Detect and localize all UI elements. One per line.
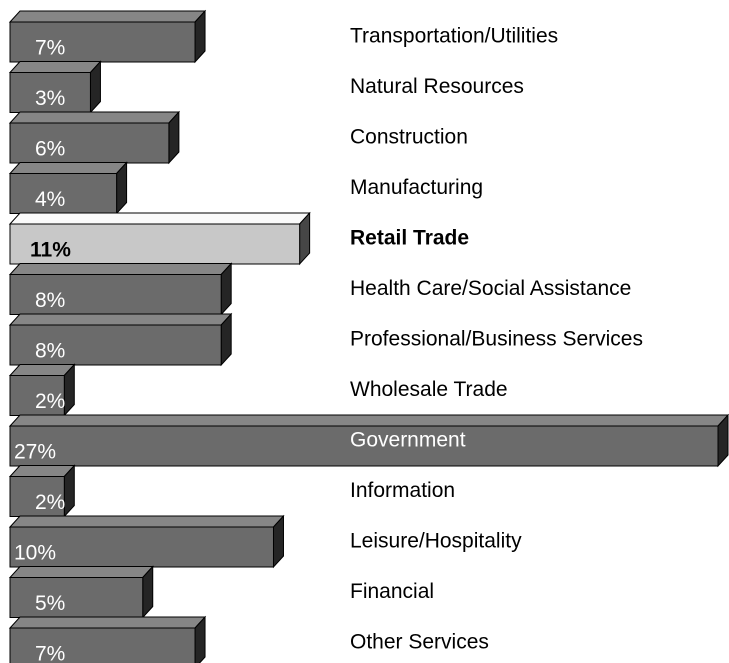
bar (8, 565, 154, 619)
value-label: 8% (35, 289, 65, 312)
value-label: 5% (35, 592, 65, 615)
value-label: 2% (35, 491, 65, 514)
bar (8, 514, 285, 569)
value-label: 2% (35, 390, 65, 413)
value-label: 4% (35, 188, 65, 211)
bar-top (8, 414, 729, 427)
category-label: Government (350, 429, 466, 452)
bar-front (9, 577, 144, 618)
bar (8, 211, 311, 266)
bar-top (8, 111, 181, 124)
bar-front (9, 526, 274, 568)
bar-top (8, 465, 76, 477)
bar (8, 9, 207, 64)
category-label: Financial (350, 580, 434, 603)
category-label: Information (350, 479, 455, 502)
bar-front (9, 223, 301, 265)
category-label: Manufacturing (350, 176, 483, 199)
bar (8, 615, 207, 663)
value-label: 10% (14, 542, 56, 565)
value-label: 6% (35, 138, 65, 161)
bar-top (8, 313, 233, 326)
bar-top (8, 61, 102, 73)
category-label: Construction (350, 126, 468, 149)
category-label: Professional/Business Services (350, 328, 643, 351)
bar-top (8, 566, 154, 578)
bar-top (8, 263, 233, 275)
category-label: Leisure/Hospitality (350, 530, 522, 553)
category-label: Natural Resources (350, 75, 524, 98)
bar-top (8, 10, 207, 23)
bar-top (8, 212, 311, 225)
bar (8, 363, 76, 417)
value-label: 11% (30, 239, 71, 262)
bar-front (9, 21, 196, 63)
bar (8, 60, 102, 114)
value-label: 8% (35, 340, 65, 363)
value-label: 7% (35, 37, 65, 60)
bar (8, 312, 233, 367)
bar-top (8, 515, 285, 528)
category-label: Health Care/Social Assistance (350, 277, 631, 300)
bar-top (8, 162, 128, 174)
category-label: Other Services (350, 631, 489, 654)
bar (8, 413, 729, 468)
value-label: 3% (35, 87, 65, 110)
bar-top (8, 364, 76, 376)
value-label: 7% (35, 643, 65, 663)
category-label: Transportation/Utilities (350, 25, 558, 48)
bar-front (9, 122, 170, 164)
bar-front (9, 425, 719, 467)
bar-top (8, 616, 207, 629)
bar (8, 161, 128, 215)
value-label: 27% (14, 441, 56, 464)
bar-front (9, 627, 196, 663)
bar (8, 110, 181, 165)
category-label: Wholesale Trade (350, 378, 508, 401)
category-label: Retail Trade (350, 227, 469, 250)
bar-front (9, 324, 222, 366)
